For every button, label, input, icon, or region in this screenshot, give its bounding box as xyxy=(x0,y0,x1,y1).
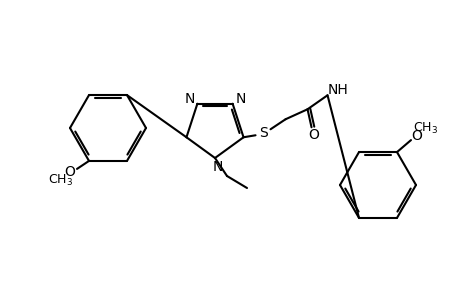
Text: CH$_3$: CH$_3$ xyxy=(413,121,437,136)
Text: NH: NH xyxy=(326,83,347,97)
Text: CH$_3$: CH$_3$ xyxy=(48,173,73,188)
Text: N: N xyxy=(235,92,245,106)
Text: O: O xyxy=(64,165,75,179)
Text: N: N xyxy=(184,92,194,106)
Text: O: O xyxy=(411,129,421,143)
Text: N: N xyxy=(213,160,223,174)
Text: O: O xyxy=(308,128,318,142)
Text: S: S xyxy=(258,126,267,140)
